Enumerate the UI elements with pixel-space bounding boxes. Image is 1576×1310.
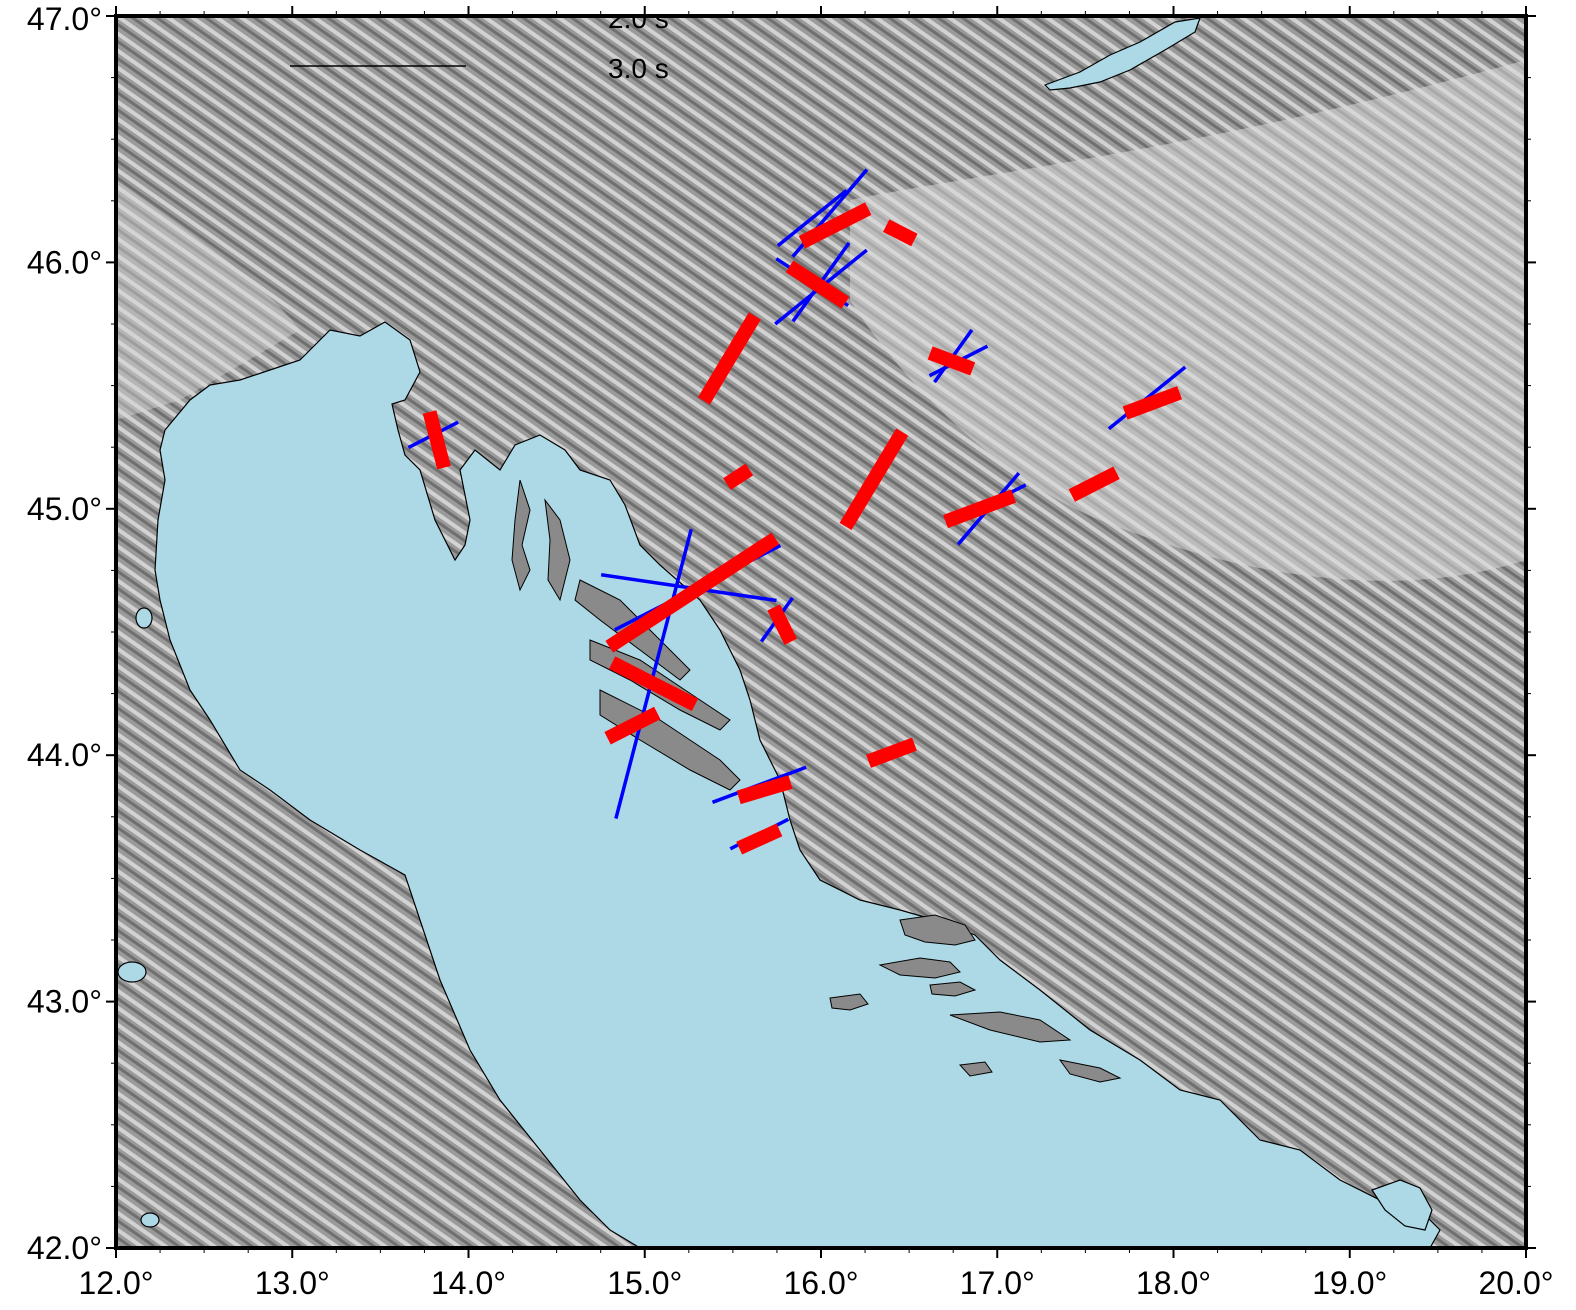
po-valley-shading <box>116 180 300 420</box>
red-delay-bar-15 <box>866 737 917 768</box>
adriatic-sea <box>154 321 1441 1248</box>
x-tick-label: 19.0° <box>1312 1265 1387 1301</box>
x-tick-label: 15.0° <box>607 1265 682 1301</box>
y-axis: 42.0° 43.0° 44.0° 45.0° 46.0° 47.0° <box>27 1 1536 1266</box>
red-delay-bar-3 <box>785 260 850 309</box>
red-delay-bar-11 <box>605 532 780 653</box>
pannonian-plain-shading <box>850 60 1526 581</box>
lake-bolsena-area <box>140 1212 160 1228</box>
y-tick-label: 45.0° <box>27 491 102 527</box>
y-tick-label: 43.0° <box>27 984 102 1020</box>
red-delay-bar-12 <box>767 604 798 645</box>
y-tick-label: 46.0° <box>27 244 102 280</box>
red-delay-bar-13 <box>608 656 699 712</box>
red-delay-bar-8 <box>839 428 909 531</box>
lake-trasimeno <box>117 961 147 983</box>
map-frame-area <box>116 16 1526 1248</box>
y-tick-label: 47.0° <box>27 1 102 37</box>
red-delay-bar-0 <box>422 410 451 470</box>
blue-delay-bar-1 <box>776 188 848 248</box>
x-tick-label: 20.0° <box>1478 1265 1553 1301</box>
red-delay-bar-2 <box>883 219 918 247</box>
x-tick-label: 17.0° <box>960 1265 1035 1301</box>
lake-balaton <box>1043 17 1201 91</box>
x-tick-label: 13.0° <box>255 1265 330 1301</box>
blue-delay-bar-13 <box>614 528 693 820</box>
x-tick-label: 16.0° <box>783 1265 858 1301</box>
small-lake-west <box>135 607 153 629</box>
delay-bars-3s <box>422 202 1183 855</box>
red-delay-bar-1 <box>798 202 872 249</box>
y-tick-label: 42.0° <box>27 1230 102 1266</box>
red-delay-bar-16 <box>736 775 793 805</box>
legend-3s-label: 3.0 s <box>608 53 669 84</box>
red-delay-bar-6 <box>1122 386 1183 420</box>
red-delay-bar-9 <box>943 489 1017 529</box>
x-axis: 12.0° 13.0° 14.0° 15.0° 16.0° 17.0° 18.0° 19.0°… <box>78 6 1554 1301</box>
x-tick-label: 12.0° <box>78 1265 153 1301</box>
x-tick-label: 14.0° <box>431 1265 506 1301</box>
lake-scutari <box>1371 1179 1433 1231</box>
red-delay-bar-5 <box>927 346 976 376</box>
top-margin-mask <box>0 0 1576 14</box>
red-delay-bar-14 <box>604 706 661 745</box>
red-delay-bar-7 <box>723 463 754 490</box>
red-delay-bar-17 <box>736 823 783 855</box>
red-delay-bar-10 <box>1068 466 1120 502</box>
x-tick-label: 18.0° <box>1136 1265 1211 1301</box>
red-delay-bar-4 <box>697 312 761 405</box>
y-tick-label: 44.0° <box>27 737 102 773</box>
